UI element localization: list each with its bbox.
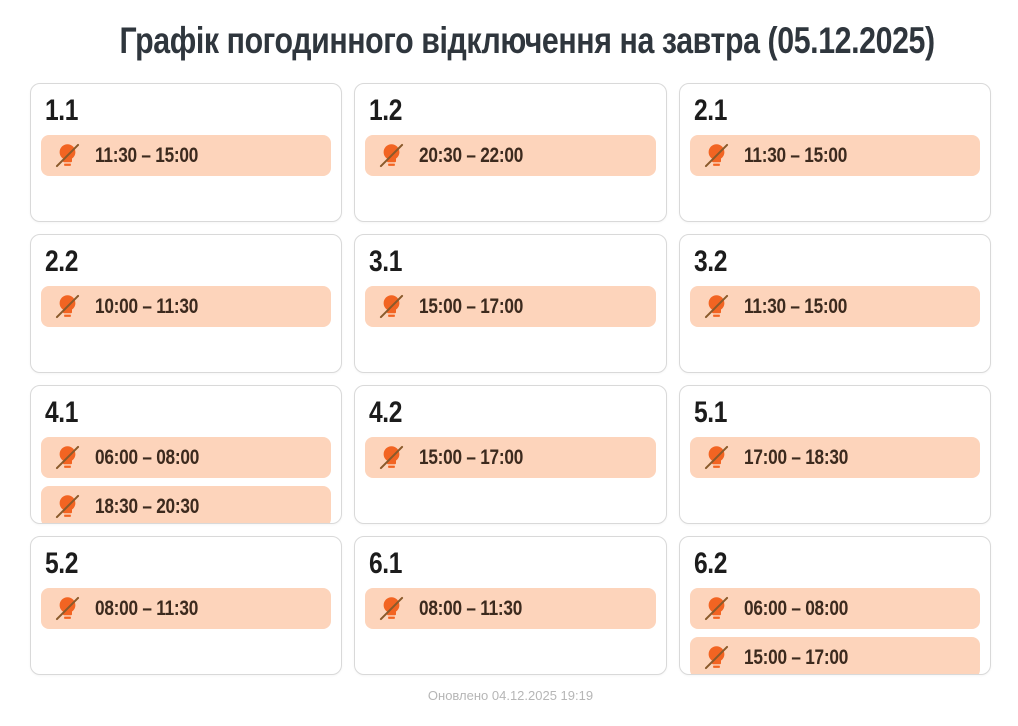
lightbulb-off-icon [703, 293, 730, 320]
outage-list: 06:00 – 08:00 18:30 – 20:30 [41, 437, 332, 523]
outage-time: 20:30 – 22:00 [419, 143, 524, 167]
group-id-label: 4.1 [45, 396, 78, 429]
outage-list: 15:00 – 17:00 [365, 437, 656, 478]
outage-list: 08:00 – 11:30 [41, 588, 332, 629]
group-card: 4.1 06:00 – 08:00 18:30 – 20:30 [30, 385, 343, 524]
outage-interval: 10:00 – 11:30 [41, 286, 332, 327]
lightbulb-off-icon [54, 444, 81, 471]
group-id: 1.2 [369, 94, 655, 127]
page-title: Графік погодинного відключення на завтра… [119, 20, 935, 61]
outage-list: 11:30 – 15:00 [41, 135, 332, 176]
group-id-label: 2.2 [45, 245, 78, 278]
outage-time: 06:00 – 08:00 [743, 596, 848, 620]
outage-time: 10:00 – 11:30 [95, 294, 199, 318]
outage-list: 15:00 – 17:00 [365, 286, 656, 327]
group-card: 4.2 15:00 – 17:00 [354, 385, 667, 524]
outage-interval: 20:30 – 22:00 [365, 135, 656, 176]
group-id-label: 6.1 [369, 547, 403, 580]
outage-list: 11:30 – 15:00 [689, 135, 980, 176]
outage-list: 06:00 – 08:00 15:00 – 17:00 [689, 588, 980, 674]
group-id: 6.2 [694, 547, 980, 580]
updated-timestamp: Оновлено 04.12.2025 19:19 [427, 688, 594, 703]
outage-interval: 11:30 – 15:00 [689, 135, 980, 176]
outage-time: 17:00 – 18:30 [743, 445, 848, 469]
group-id-label: 4.2 [369, 396, 403, 429]
outage-interval: 18:30 – 20:30 [41, 486, 332, 523]
group-card: 6.1 08:00 – 11:30 [354, 536, 667, 675]
group-card: 3.1 15:00 – 17:00 [354, 234, 667, 373]
group-id: 6.1 [369, 547, 655, 580]
outage-interval: 08:00 – 11:30 [365, 588, 656, 629]
schedule-grid: 1.1 11:30 – 15:00 1.2 20:30 – 22:00 2.1 [30, 83, 991, 675]
group-card: 1.2 20:30 – 22:00 [354, 83, 667, 222]
outage-interval: 15:00 – 17:00 [689, 637, 980, 674]
group-id: 1.1 [45, 94, 331, 127]
group-card: 2.1 11:30 – 15:00 [678, 83, 991, 222]
group-id-label: 3.2 [693, 245, 727, 278]
group-card: 2.2 10:00 – 11:30 [30, 234, 343, 373]
outage-interval: 15:00 – 17:00 [365, 437, 656, 478]
group-id: 5.1 [694, 396, 980, 429]
group-card: 6.2 06:00 – 08:00 15:00 – 17:00 [678, 536, 991, 675]
lightbulb-off-icon [378, 142, 405, 169]
outage-interval: 06:00 – 08:00 [41, 437, 332, 478]
outage-list: 08:00 – 11:30 [365, 588, 656, 629]
outage-interval: 08:00 – 11:30 [41, 588, 332, 629]
lightbulb-off-icon [378, 595, 405, 622]
group-id-label: 2.1 [693, 94, 727, 127]
outage-interval: 06:00 – 08:00 [689, 588, 980, 629]
outage-time: 15:00 – 17:00 [419, 294, 524, 318]
lightbulb-off-icon [378, 293, 405, 320]
outage-time: 11:30 – 15:00 [743, 294, 847, 318]
outage-time: 15:00 – 17:00 [419, 445, 524, 469]
outage-interval: 15:00 – 17:00 [365, 286, 656, 327]
group-card: 5.2 08:00 – 11:30 [30, 536, 343, 675]
outage-interval: 11:30 – 15:00 [41, 135, 332, 176]
group-id-label: 1.2 [369, 94, 403, 127]
lightbulb-off-icon [703, 644, 730, 671]
group-id: 2.1 [694, 94, 980, 127]
group-id-label: 6.2 [693, 547, 727, 580]
group-id-label: 3.1 [369, 245, 403, 278]
lightbulb-off-icon [54, 595, 81, 622]
outage-list: 11:30 – 15:00 [689, 286, 980, 327]
lightbulb-off-icon [378, 444, 405, 471]
outage-time: 08:00 – 11:30 [95, 596, 199, 620]
outage-time: 15:00 – 17:00 [743, 645, 848, 669]
group-id-label: 1.1 [45, 94, 78, 127]
lightbulb-off-icon [54, 493, 81, 520]
outage-list: 17:00 – 18:30 [689, 437, 980, 478]
outage-list: 10:00 – 11:30 [41, 286, 332, 327]
outage-list: 20:30 – 22:00 [365, 135, 656, 176]
group-id: 3.1 [369, 245, 655, 278]
lightbulb-off-icon [703, 142, 730, 169]
group-id-label: 5.1 [693, 396, 727, 429]
lightbulb-off-icon [54, 142, 81, 169]
outage-time: 06:00 – 08:00 [95, 445, 200, 469]
group-card: 5.1 17:00 – 18:30 [678, 385, 991, 524]
group-id: 3.2 [694, 245, 980, 278]
group-card: 3.2 11:30 – 15:00 [678, 234, 991, 373]
outage-interval: 17:00 – 18:30 [689, 437, 980, 478]
outage-time: 11:30 – 15:00 [95, 143, 199, 167]
outage-interval: 11:30 – 15:00 [689, 286, 980, 327]
group-id: 4.2 [369, 396, 655, 429]
lightbulb-off-icon [54, 293, 81, 320]
group-card: 1.1 11:30 – 15:00 [30, 83, 343, 222]
group-id-label: 5.2 [45, 547, 78, 580]
group-id: 2.2 [45, 245, 331, 278]
group-id: 5.2 [45, 547, 331, 580]
group-id: 4.1 [45, 396, 331, 429]
outage-time: 08:00 – 11:30 [419, 596, 523, 620]
outage-time: 18:30 – 20:30 [95, 494, 200, 518]
lightbulb-off-icon [703, 444, 730, 471]
lightbulb-off-icon [703, 595, 730, 622]
outage-time: 11:30 – 15:00 [743, 143, 847, 167]
